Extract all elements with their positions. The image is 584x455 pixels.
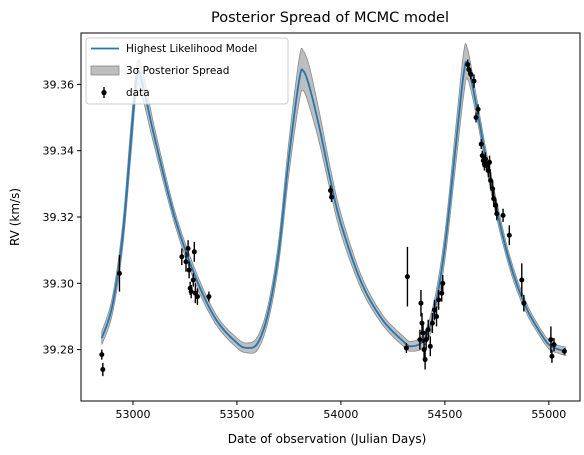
data-marker xyxy=(436,297,441,302)
data-marker xyxy=(206,294,211,299)
data-marker xyxy=(421,331,426,336)
data-marker xyxy=(328,188,333,193)
data-marker xyxy=(440,281,445,286)
x-tick-label: 54000 xyxy=(323,408,358,421)
data-marker xyxy=(519,277,524,282)
data-marker xyxy=(192,249,197,254)
data-marker xyxy=(494,211,499,216)
data-marker xyxy=(419,321,424,326)
data-marker xyxy=(507,233,512,238)
x-axis-label: Date of observation (Julian Days) xyxy=(228,432,427,446)
data-marker xyxy=(483,156,488,161)
legend-patch-swatch xyxy=(91,66,119,75)
data-marker xyxy=(465,62,470,67)
y-tick-label: 39.28 xyxy=(43,344,75,357)
data-marker xyxy=(490,186,495,191)
data-marker xyxy=(487,160,492,165)
data-marker xyxy=(423,357,428,362)
data-marker xyxy=(562,349,567,354)
y-tick-label: 39.34 xyxy=(43,145,75,158)
data-marker xyxy=(418,301,423,306)
data-marker xyxy=(476,107,481,112)
data-marker xyxy=(405,274,410,279)
data-marker xyxy=(191,277,196,282)
data-marker xyxy=(329,195,334,200)
legend-label-model: Highest Likelihood Model xyxy=(126,43,257,55)
data-marker xyxy=(549,354,554,359)
data-marker xyxy=(404,345,409,350)
data-marker xyxy=(552,342,557,347)
data-marker xyxy=(548,337,553,342)
data-marker xyxy=(100,367,105,372)
data-marker xyxy=(426,327,431,332)
data-marker xyxy=(501,213,506,218)
y-tick-label: 39.30 xyxy=(43,277,75,290)
data-marker xyxy=(474,115,479,120)
x-tick-label: 53500 xyxy=(219,408,254,421)
data-marker xyxy=(471,79,476,84)
x-tick-label: 53000 xyxy=(115,408,150,421)
legend: Highest Likelihood Model 3σ Posterior Sp… xyxy=(86,38,288,104)
data-marker xyxy=(493,203,498,208)
data-marker xyxy=(417,337,422,342)
x-tick-label: 55000 xyxy=(531,408,566,421)
legend-label-data: data xyxy=(126,87,150,99)
data-marker xyxy=(521,301,526,306)
data-marker xyxy=(430,321,435,326)
data-marker xyxy=(468,72,473,77)
legend-label-spread: 3σ Posterior Spread xyxy=(126,65,229,77)
data-marker xyxy=(479,142,484,147)
x-tick-label: 54500 xyxy=(427,408,462,421)
y-axis-label: RV (km/s) xyxy=(8,188,22,246)
y-tick-label: 39.36 xyxy=(43,78,75,91)
data-marker xyxy=(183,259,188,264)
data-marker xyxy=(434,314,439,319)
data-marker xyxy=(179,254,184,259)
chart-title: Posterior Spread of MCMC model xyxy=(211,10,449,26)
data-marker xyxy=(99,352,104,357)
data-marker xyxy=(428,344,433,349)
y-tick-label: 39.32 xyxy=(43,211,75,224)
legend-marker-swatch xyxy=(101,90,106,95)
data-marker xyxy=(186,246,191,251)
data-marker xyxy=(187,268,192,273)
data-marker xyxy=(195,294,200,299)
data-marker xyxy=(117,271,122,276)
data-marker xyxy=(439,291,444,296)
